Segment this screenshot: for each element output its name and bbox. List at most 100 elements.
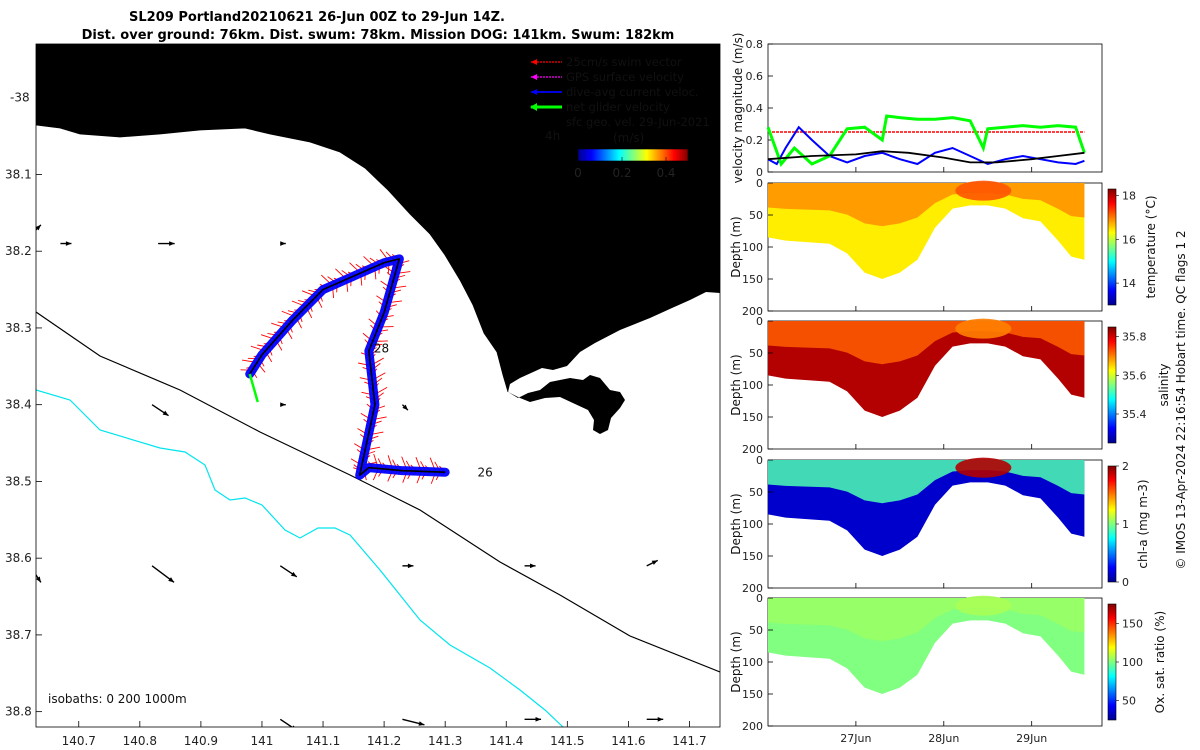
map-ytick-label: 38.5 (5, 474, 32, 488)
temperature-section-surface-patch (955, 180, 1012, 201)
chla-cbar-label: chl-a (mg m-3) (1136, 479, 1150, 568)
salinity-section-cbar-tick-label: 35.4 (1122, 408, 1147, 421)
current-arrow-head (162, 410, 169, 416)
chla-colorbar-ticks: 2 1 0 (1116, 460, 1129, 589)
net-velocity-vector (248, 373, 259, 403)
salinity-section-ytick-label: 150 (742, 411, 763, 424)
map-xtick-label: 140.8 (123, 734, 157, 748)
temperature-section-ytick-label: 0 (756, 177, 763, 190)
oxygen-panel: 0 50 100 150 200 Depth (m) 150 100 50 Ox. sat.… (729, 592, 1167, 733)
salinity-section-surface-patch (955, 318, 1012, 339)
chla-section-cbar-tick-label: 1 (1122, 518, 1129, 531)
salinity-fill (768, 318, 1085, 417)
title-line-1: SL209 Portland20210621 26-Jun 00Z to 29-… (129, 10, 505, 25)
chla-colorbar (1107, 465, 1117, 583)
land-mass (36, 44, 720, 434)
oxygen-colorbar-ticks: 150 100 50 (1116, 617, 1143, 708)
temperature-panel: 0 50 100 150 200 Depth (m) 18 16 14 temperatur… (729, 177, 1158, 318)
temperature-colorbar-ticks: 18 16 14 (1116, 190, 1136, 290)
map-xtick-label: 141.2 (367, 734, 401, 748)
isobath-0m (36, 124, 509, 393)
map-ytick-label: 38.8 (5, 705, 32, 719)
salinity-colorbar-ticks: 35.8 35.6 35.4 (1116, 331, 1147, 421)
isobaths-label: isobaths: 0 200 1000m (48, 692, 187, 706)
date-tick-label: 27Jun (840, 732, 871, 745)
map-xtick-label: 141.7 (672, 734, 706, 748)
salinity-section-ytick-label: 50 (749, 347, 763, 360)
current-arrow-head (290, 571, 297, 577)
map-xtick-label: 141.6 (611, 734, 645, 748)
chla-section-ytick-label: 150 (742, 550, 763, 563)
map-ytick-label: 38.6 (5, 551, 32, 565)
oxygen-section-ytick-label: 100 (742, 656, 763, 669)
chla-section-ytick-label: 50 (749, 486, 763, 499)
speed-colorbar-ticks: 0 0.2 0.4 (574, 157, 676, 180)
map-ytick-label: 38.7 (5, 628, 32, 642)
copyright-note: © IMOS 13-Apr-2024 22:16:54 Hobart time.… (1174, 230, 1188, 569)
legend-net-arrowhead (530, 103, 537, 111)
title-line-2: Dist. over ground: 76km. Dist. swum: 78k… (82, 28, 675, 43)
velocity-ylabel: velocity magnitude (m/s) (731, 33, 745, 184)
map-frame (35, 43, 721, 728)
oxygen-colorbar (1107, 603, 1117, 721)
interval-label: 4h (545, 129, 560, 143)
temperature-section-ytick-label: 100 (742, 241, 763, 254)
speed-colorbar-tick-label: 0 (574, 166, 582, 180)
day-label-26: 26 (478, 465, 493, 479)
current-arrow-shaft (279, 718, 294, 727)
oxygen-section-ytick-label: 200 (742, 720, 763, 733)
velocity-series (766, 114, 1086, 167)
salinity-section-cbar-tick-label: 35.8 (1122, 331, 1147, 344)
velocity-ytick-label: 0 (756, 166, 763, 179)
map-xtick-label: 141.4 (489, 734, 523, 748)
oxygen-section-cbar-tick-label: 150 (1122, 617, 1143, 630)
chla-fill (768, 457, 1085, 556)
map-ytick-label: -38 (10, 91, 30, 105)
salinity-colorbar (1107, 326, 1117, 444)
legend-sfc-arrowhead (531, 119, 537, 125)
current-arrow-head (418, 721, 425, 726)
current-arrows (36, 224, 664, 727)
track-map: 140.7 140.8 140.9 141 141.1 141.2 141.3 141.4 14… (5, 43, 721, 748)
isobath-200m (36, 311, 720, 673)
isobath-1000m (36, 389, 564, 727)
salinity-ylabel: Depth (m) (729, 354, 743, 415)
current-arrow-head (402, 404, 408, 411)
chla-section-surface-patch (955, 457, 1012, 478)
current-arrow-head (292, 725, 295, 727)
current-arrow-head (168, 577, 175, 583)
chla-section-ytick-label: 0 (756, 454, 763, 467)
temperature-yticks: 0 50 100 150 200 (742, 177, 773, 318)
temperature-section-cbar-tick-label: 14 (1122, 277, 1136, 290)
velocity-series-net (766, 114, 1086, 167)
oxygen-section-ytick-label: 150 (742, 688, 763, 701)
date-tick-label: 28Jun (928, 732, 959, 745)
map-xtick-label: 141.5 (550, 734, 584, 748)
current-arrow-head (36, 224, 41, 231)
chla-section-ytick-label: 200 (742, 582, 763, 595)
map-xtick-label: 140.9 (184, 734, 218, 748)
date-tick-label: 29Jun (1016, 732, 1047, 745)
oxygen-cbar-label: Ox. sat. ratio (%) (1153, 611, 1167, 713)
oxygen-section-ytick-label: 50 (749, 624, 763, 637)
speed-colorbar-tick-label: 0.4 (656, 166, 675, 180)
current-arrow-head (280, 402, 286, 408)
salinity-section-cbar-tick-label: 35.6 (1122, 369, 1147, 382)
salinity-cbar-label: salinity (1157, 363, 1171, 406)
temperature-section-ytick-label: 50 (749, 209, 763, 222)
legend-dive-arrowhead (531, 89, 537, 95)
temperature-cbar-label: temperature (°C) (1144, 196, 1158, 299)
oxygen-ylabel: Depth (m) (729, 631, 743, 692)
date-axis-ticks: 27Jun 28Jun 29Jun (840, 167, 1047, 745)
oxygen-fill (768, 595, 1085, 694)
current-arrow-head (530, 563, 536, 569)
temperature-ylabel: Depth (m) (729, 216, 743, 277)
oxygen-section-cbar-tick-label: 100 (1122, 656, 1143, 669)
map-legend: 25cm/s swim vector GPS surface velocity … (530, 55, 710, 180)
velocity-ytick-label: 0.4 (746, 102, 764, 115)
oxygen-yticks: 0 50 100 150 200 (742, 592, 773, 733)
current-arrow-head (280, 241, 286, 246)
glider-track-line (249, 258, 446, 477)
chla-ylabel: Depth (m) (729, 493, 743, 554)
